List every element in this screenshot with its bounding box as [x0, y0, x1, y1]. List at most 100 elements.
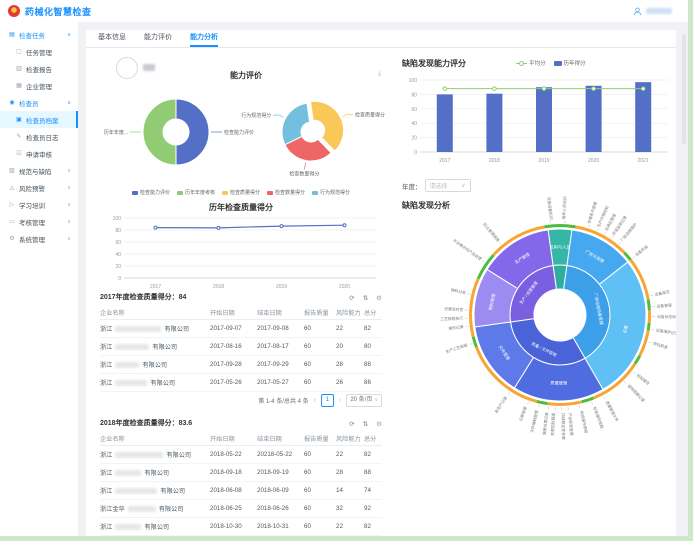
refresh-icon[interactable]: ⟳: [349, 295, 355, 302]
redacted-text: [115, 362, 140, 369]
tab-bar: 基本信息 能力评价 能力分析: [86, 30, 676, 48]
sidebar-group[interactable]: ◉ 检查员 ∧: [0, 94, 78, 111]
company-name-cell: 浙江 有限公司: [100, 452, 192, 459]
legend-item[interactable]: 检查质量得分: [221, 189, 260, 196]
column-height-icon[interactable]: ⇅: [362, 295, 369, 302]
table-title: 2018年度检查质量得分：83.6 ⟳ ⇅ ⚙: [100, 418, 382, 432]
table-cell: 2017-09-28: [210, 361, 242, 368]
legend-item[interactable]: 检查能力评价: [131, 189, 170, 196]
chevron-down-icon: ∨: [67, 235, 71, 242]
pagination-page-1[interactable]: 1: [320, 393, 334, 407]
chevron-down-icon: ∨: [67, 184, 71, 191]
sidebar-label: 检查员档案: [26, 117, 59, 125]
sunburst-label: 厂房设施设备管理: [593, 293, 605, 326]
sidebar-group[interactable]: ◬ 风险预警 ∨: [0, 179, 78, 196]
year-select[interactable]: 请选择 ∨: [424, 179, 471, 192]
table-cell: 2018-09-19: [257, 469, 289, 476]
sidebar-item[interactable]: ▦ 企业管理: [0, 77, 78, 94]
page-size-select[interactable]: 20 条/页 ∨: [346, 393, 382, 407]
redacted-text: [115, 488, 158, 495]
sunburst-outer-label: 设备清洁: [654, 289, 670, 297]
sidebar-item[interactable]: ▥ 检查报告: [0, 60, 78, 77]
legend-label: 检查质量得分: [229, 190, 260, 196]
sidebar-item[interactable]: ✎ 检查员日志: [0, 128, 78, 145]
tab-1[interactable]: 基本信息: [98, 34, 126, 41]
chevron-up-icon: ∧: [67, 31, 71, 38]
sidebar-label: 企业管理: [26, 83, 52, 91]
sidebar-item[interactable]: ☑ 申请审核: [0, 145, 78, 162]
app-header: 药械化智慧检查: [0, 0, 688, 22]
sunburst-outer-label: 设施设备标识: [546, 197, 553, 220]
legend-swatch: [176, 190, 183, 195]
legend-item[interactable]: 历年得分: [553, 59, 586, 67]
app-title: 药械化智慧检查: [25, 7, 92, 17]
company-name-cell: 浙江 有限公司: [100, 344, 178, 351]
chevron-down-icon: ∨: [374, 396, 378, 403]
table-cell: 60: [304, 523, 311, 530]
sidebar-item[interactable]: ▣ 检查员档案: [0, 111, 78, 128]
download-icon[interactable]: ⤓: [378, 70, 382, 77]
legend-label: 历年年度考核: [184, 190, 215, 196]
settings-icon[interactable]: ⚙: [376, 421, 382, 428]
sidebar-group[interactable]: ▭ 考核管理 ∨: [0, 213, 78, 230]
legend-label: 检查能力评价: [139, 190, 170, 196]
y-tick: 100: [113, 216, 122, 222]
sunburst-title: 缺陷发现分析: [402, 201, 450, 210]
legend-item[interactable]: 平均分: [516, 59, 546, 67]
x-tick: 2021: [638, 158, 649, 164]
sidebar-group[interactable]: ▧ 规范与缺陷 ∨: [0, 162, 78, 179]
table-title-text: 2017年度检查质量得分：84: [100, 294, 187, 301]
legend-item[interactable]: 历年年度考核: [176, 189, 215, 196]
column-header: 结束日期: [257, 310, 282, 317]
tab-2[interactable]: 能力评价: [144, 34, 172, 41]
bar: [585, 85, 602, 152]
sidebar-label: 风险预警: [19, 185, 45, 193]
defect-bar-chart: 0 20 40 60 80 100 2017 2018 2019 2020 2021: [409, 78, 668, 164]
tab-3[interactable]: 能力分析: [190, 30, 218, 47]
table-cell: 80: [364, 343, 371, 350]
table-header: 企业名称 开始日期 结束日期 报告质量 风险能力 总分: [100, 306, 382, 320]
table-cell: 26: [336, 379, 343, 386]
sidebar-group[interactable]: ▤ 检查任务 ∧: [0, 26, 78, 43]
table-cell: 82: [364, 325, 371, 332]
sidebar-label: 学习培训: [19, 202, 45, 210]
company-name-cell: 浙江 有限公司: [100, 470, 170, 477]
bar: [635, 82, 652, 152]
legend-swatch: [221, 190, 228, 195]
table-cell: 2017-09-07: [210, 325, 242, 332]
table-cell: 60: [304, 343, 311, 350]
table-row: 浙江金华 有限公司 2018-06-25 2018-06-26 60 32 92: [100, 500, 382, 518]
column-height-icon[interactable]: ⇅: [362, 421, 369, 428]
legend-item[interactable]: 行为规范得分: [312, 189, 350, 196]
legend-label: 检查数量得分: [275, 190, 306, 196]
rule-icon: ▧: [9, 168, 15, 174]
table-cell: 22: [336, 325, 343, 332]
user-menu[interactable]: [633, 4, 672, 18]
refresh-icon[interactable]: ⟳: [349, 421, 355, 428]
sidebar: ▤ 检查任务 ∧ ▢ 任务管理 ▥ 检查报告 ▦ 企业管理 ◉ 检查员 ∧ ▣ 检查员档案 ✎ 检查员日志 ☑ 申…: [0, 22, 78, 536]
sidebar-group[interactable]: ▷ 学习培训 ∨: [0, 196, 78, 213]
scrollbar-thumb[interactable]: [682, 34, 686, 144]
sunburst-middle-segment: [584, 261, 647, 391]
sunburst-outer-label: 记录及时性: [444, 306, 463, 312]
legend-item[interactable]: 检查数量得分: [267, 189, 305, 196]
year-select-placeholder: 请选择: [429, 184, 448, 190]
pagination-summary: 第 1-4 条/总共 4 条: [258, 398, 309, 405]
chevron-down-icon: ∨: [67, 167, 71, 174]
person-icon: ◉: [9, 100, 15, 106]
pie-label: 检查质量得分: [355, 111, 385, 118]
settings-icon[interactable]: ⚙: [376, 295, 382, 302]
sidebar-item[interactable]: ▢ 任务管理: [0, 43, 78, 60]
table-2018: 2018年度检查质量得分：83.6 ⟳ ⇅ ⚙ 企业名称 开始日期 结束日期 报告质量 风险…: [100, 418, 382, 536]
sunburst-middle-segment: [486, 229, 554, 290]
pagination-prev[interactable]: ‹: [313, 396, 316, 404]
sidebar-group[interactable]: ⚙ 系统管理 ∨: [0, 230, 78, 247]
column-header: 报告质量: [304, 436, 329, 443]
pagination-next[interactable]: ›: [338, 396, 342, 404]
table-cell: 88: [364, 361, 371, 368]
table-cell: 60: [304, 325, 311, 332]
x-tick: 2018: [489, 158, 500, 164]
legend-label: 行为规范得分: [320, 190, 351, 196]
pie-slice: [175, 98, 210, 166]
